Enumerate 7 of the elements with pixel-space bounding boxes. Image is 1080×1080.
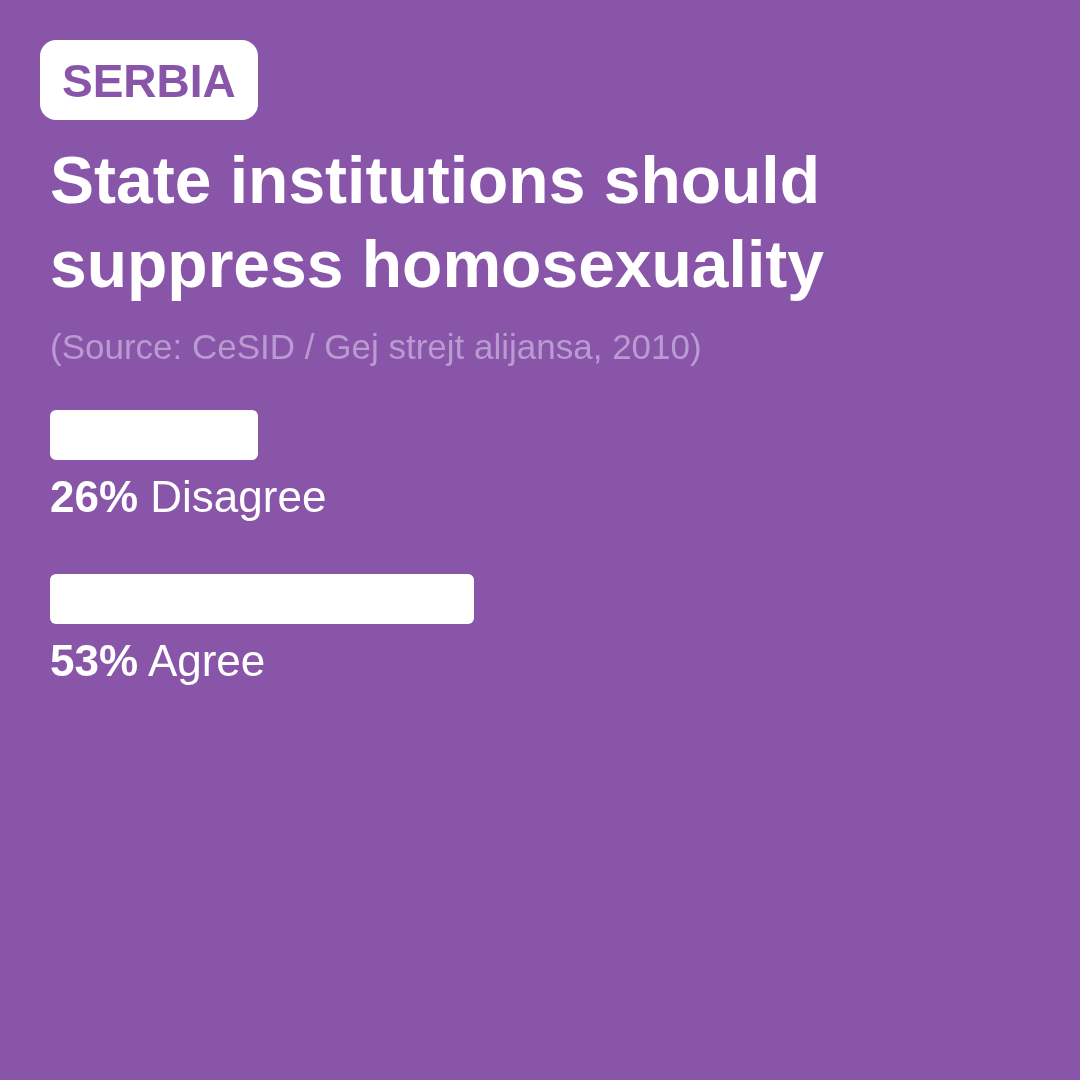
data-label: 26% xyxy=(50,472,139,521)
data-label: 53% xyxy=(50,636,139,685)
chart-subtitle: SERBIA xyxy=(40,40,258,120)
chart-title: State institutions should suppress homosexuality xyxy=(50,142,825,303)
y-tick-label: Agree xyxy=(138,636,266,685)
y-tick-label: Disagree xyxy=(138,472,327,521)
text: (Source: CeSID / Gej strejt alijansa, 2010) xyxy=(50,327,702,367)
